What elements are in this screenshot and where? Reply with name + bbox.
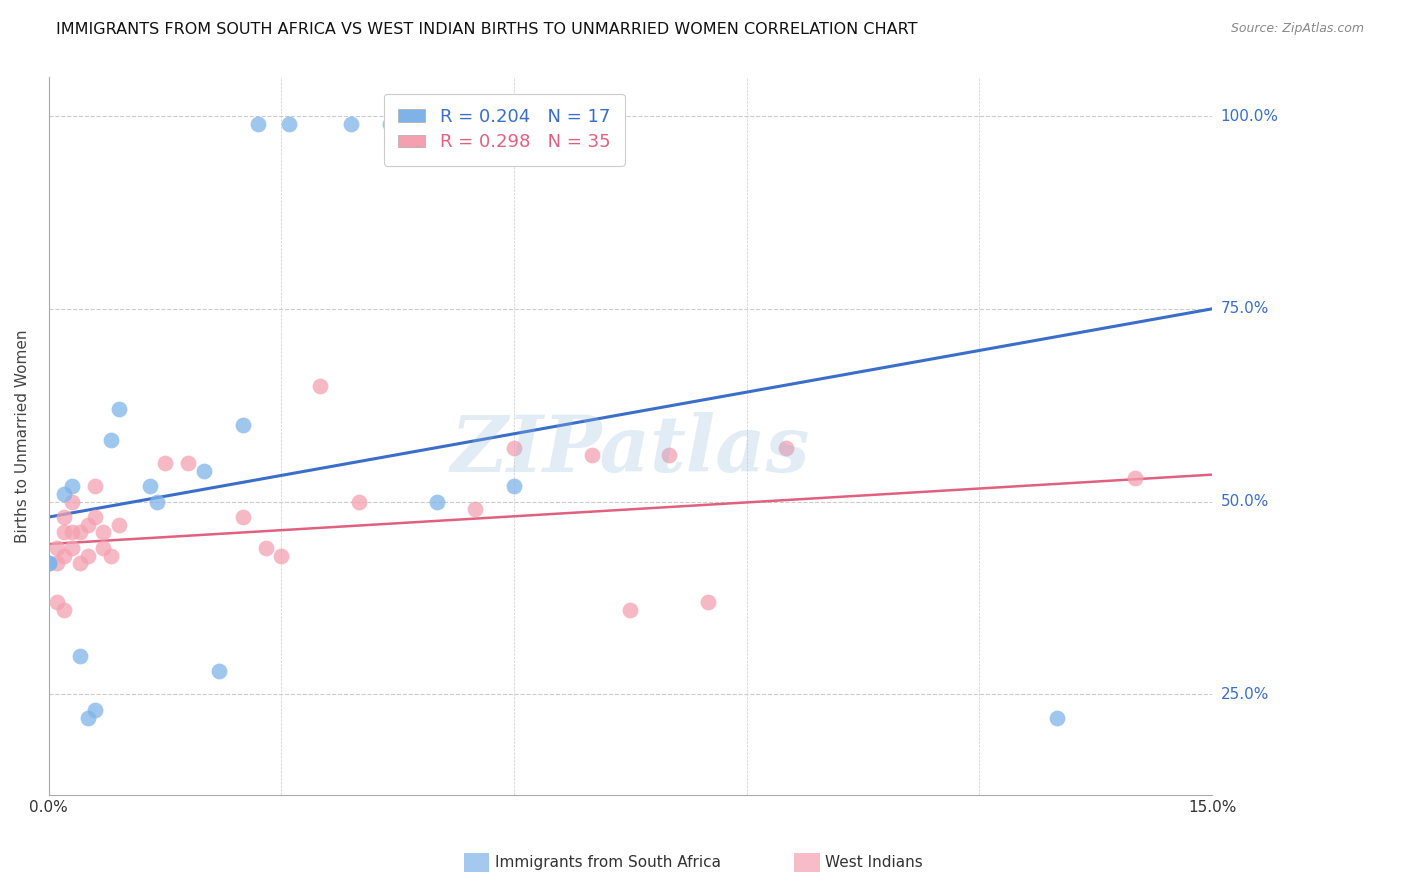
Point <box>60 525 83 540</box>
Point <box>84 510 107 524</box>
Point <box>503 479 526 493</box>
Point <box>60 479 83 493</box>
Point <box>53 549 76 563</box>
Text: ZIPatlas: ZIPatlas <box>451 412 810 489</box>
Point <box>138 479 160 493</box>
Point <box>45 557 67 571</box>
Point <box>53 525 76 540</box>
Point <box>153 456 176 470</box>
Point <box>69 557 91 571</box>
Point <box>177 456 200 470</box>
Point <box>100 549 122 563</box>
Point <box>270 549 292 563</box>
Point <box>247 117 270 131</box>
Point <box>581 448 603 462</box>
Point <box>100 433 122 447</box>
Point <box>45 541 67 555</box>
Text: West Indians: West Indians <box>825 855 924 870</box>
Point <box>69 648 91 663</box>
Point <box>1123 471 1146 485</box>
Point <box>76 549 98 563</box>
Point <box>91 541 114 555</box>
Point <box>208 665 231 679</box>
Point <box>378 117 401 131</box>
Text: 75.0%: 75.0% <box>1220 301 1268 317</box>
Point <box>697 595 720 609</box>
Point <box>658 448 681 462</box>
Text: 25.0%: 25.0% <box>1220 687 1268 702</box>
Point <box>340 117 363 131</box>
Point <box>232 417 254 432</box>
Point <box>193 464 215 478</box>
Point <box>619 602 641 616</box>
Point <box>464 502 486 516</box>
Point <box>69 525 91 540</box>
Text: 50.0%: 50.0% <box>1220 494 1268 509</box>
Point <box>1046 710 1069 724</box>
Point <box>232 510 254 524</box>
Point <box>76 517 98 532</box>
Point <box>53 510 76 524</box>
Legend: R = 0.204   N = 17, R = 0.298   N = 35: R = 0.204 N = 17, R = 0.298 N = 35 <box>384 94 624 166</box>
Point <box>107 517 129 532</box>
Text: IMMIGRANTS FROM SOUTH AFRICA VS WEST INDIAN BIRTHS TO UNMARRIED WOMEN CORRELATIO: IMMIGRANTS FROM SOUTH AFRICA VS WEST IND… <box>56 22 918 37</box>
Point <box>45 595 67 609</box>
Point <box>38 557 60 571</box>
Point <box>254 541 277 555</box>
Point <box>775 441 797 455</box>
Y-axis label: Births to Unmarried Women: Births to Unmarried Women <box>15 329 30 543</box>
Point <box>503 441 526 455</box>
Point <box>146 494 169 508</box>
Point <box>425 494 447 508</box>
Point <box>84 479 107 493</box>
Point <box>309 379 332 393</box>
Point <box>38 557 60 571</box>
Point <box>53 602 76 616</box>
Text: Source: ZipAtlas.com: Source: ZipAtlas.com <box>1230 22 1364 36</box>
Point <box>107 402 129 417</box>
Point <box>84 703 107 717</box>
Point <box>60 494 83 508</box>
Text: Immigrants from South Africa: Immigrants from South Africa <box>495 855 721 870</box>
Point <box>60 541 83 555</box>
Point <box>53 487 76 501</box>
Point <box>76 710 98 724</box>
Point <box>278 117 301 131</box>
Text: 100.0%: 100.0% <box>1220 109 1278 123</box>
Point <box>347 494 370 508</box>
Point <box>91 525 114 540</box>
